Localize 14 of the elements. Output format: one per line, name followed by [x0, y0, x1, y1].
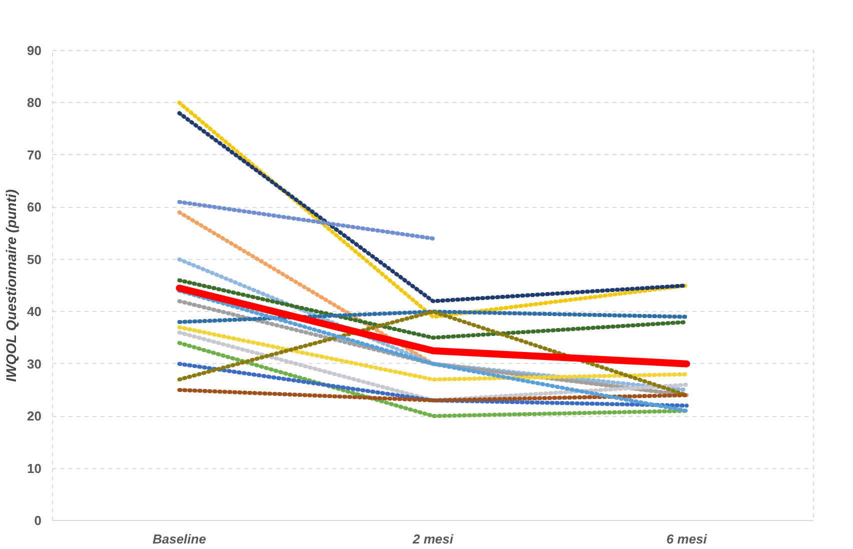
y-tick-label: 70 [27, 147, 42, 162]
x-tick-label: 6 mesi [666, 532, 708, 546]
y-axis-title: IWQOL Questionnaire (punti) [3, 188, 20, 382]
y-tick-label: 90 [27, 43, 42, 58]
x-tick-label: Baseline [152, 532, 206, 546]
y-tick-label: 60 [27, 200, 42, 215]
y-tick-label: 80 [27, 95, 42, 110]
y-tick-label: 10 [27, 460, 42, 476]
y-tick-label: 30 [27, 356, 42, 372]
x-tick-label: 2 mesi [412, 532, 454, 546]
y-tick-label: 40 [27, 304, 42, 320]
y-tick-label: 50 [27, 252, 42, 267]
y-tick-label: 0 [34, 513, 42, 528]
y-tick-label: 20 [27, 408, 42, 424]
